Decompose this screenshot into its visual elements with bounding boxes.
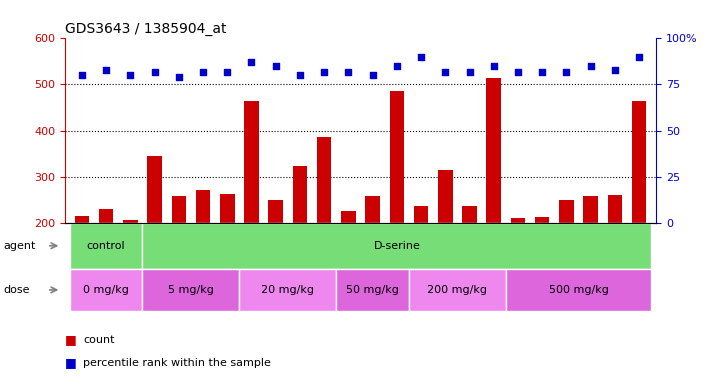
Point [585,63,596,69]
Text: 200 mg/kg: 200 mg/kg [428,285,487,295]
Point [270,63,281,69]
Bar [74,216,89,315]
Bar [414,206,428,315]
Text: 5 mg/kg: 5 mg/kg [168,285,214,295]
Text: control: control [87,241,125,251]
Point [173,74,185,80]
Bar [317,137,332,315]
Bar [70,269,143,311]
Bar [293,166,307,315]
Point [512,68,523,74]
Point [440,68,451,74]
Bar [172,196,186,315]
Point [125,72,136,78]
Point [149,68,160,74]
Bar [583,196,598,315]
Bar [195,190,211,315]
Bar [366,196,380,315]
Bar [220,194,234,315]
Point [488,63,500,69]
Point [76,72,88,78]
Point [633,54,645,60]
Point [246,59,257,65]
Bar [143,223,651,269]
Bar [123,220,138,315]
Point [609,67,621,73]
Bar [608,195,622,315]
Bar [268,200,283,315]
Bar [462,206,477,315]
Point [367,72,379,78]
Text: percentile rank within the sample: percentile rank within the sample [83,358,271,368]
Bar [632,101,647,315]
Point [100,67,112,73]
Bar [244,101,259,315]
Bar [341,211,355,315]
Point [198,68,209,74]
Text: GDS3643 / 1385904_at: GDS3643 / 1385904_at [65,23,226,36]
Point [415,54,427,60]
Point [464,68,475,74]
Point [561,68,572,74]
Text: ■: ■ [65,333,76,346]
Text: agent: agent [4,241,36,251]
Bar [389,91,404,315]
Bar [147,156,162,315]
Bar [438,170,453,315]
Bar [143,269,239,311]
Bar [510,218,526,315]
Text: D-serine: D-serine [373,241,420,251]
Bar [487,78,501,315]
Text: ■: ■ [65,356,76,369]
Bar [535,217,549,315]
Bar [559,200,574,315]
Bar [506,269,651,311]
Bar [336,269,409,311]
Point [391,63,402,69]
Bar [70,223,143,269]
Text: dose: dose [4,285,30,295]
Text: count: count [83,335,115,345]
Text: 20 mg/kg: 20 mg/kg [261,285,314,295]
Point [342,68,354,74]
Bar [409,269,506,311]
Text: 0 mg/kg: 0 mg/kg [83,285,129,295]
Text: 50 mg/kg: 50 mg/kg [346,285,399,295]
Point [221,68,233,74]
Bar [99,209,113,315]
Point [319,68,330,74]
Point [294,72,306,78]
Point [536,68,548,74]
Text: 500 mg/kg: 500 mg/kg [549,285,609,295]
Bar [239,269,336,311]
